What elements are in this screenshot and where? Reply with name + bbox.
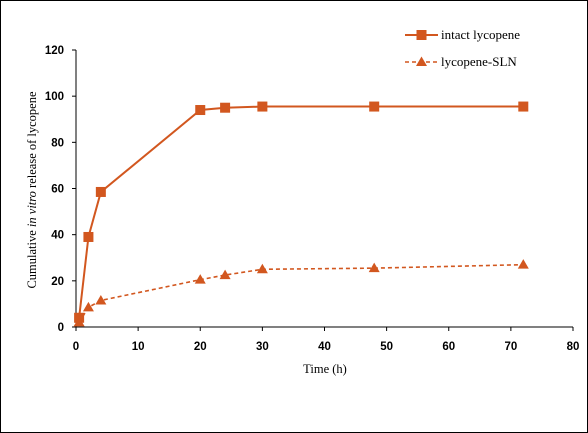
data-point-triangle (73, 316, 85, 327)
legend-label-lycopene-sln: lycopene-SLN (441, 54, 517, 69)
y-tick-label: 120 (45, 45, 64, 57)
x-tick-label: 80 (567, 341, 580, 353)
x-tick-labels: 0 10 20 30 40 50 60 70 80 (73, 341, 580, 353)
x-tick-label: 40 (318, 341, 331, 353)
y-axis-label-part-2: in vitro (25, 191, 39, 227)
y-axis-label-part-1: Cumulative (25, 227, 39, 288)
series-intact-lycopene (74, 101, 529, 323)
legend: intact lycopene lycopene-SLN (405, 27, 520, 69)
legend-marker-triangle (416, 56, 427, 66)
y-tick-label: 20 (51, 276, 64, 288)
data-point-square (195, 105, 206, 116)
x-axis-label: Time (h) (303, 362, 347, 376)
legend-item-lycopene-sln: lycopene-SLN (405, 54, 517, 69)
data-point-square (257, 101, 268, 112)
x-tick-label: 70 (504, 341, 517, 353)
x-tick-label: 20 (194, 341, 207, 353)
legend-item-intact-lycopene: intact lycopene (405, 27, 520, 42)
data-point-square (369, 101, 380, 112)
y-axis-label-part-3: release of lycopene (25, 91, 39, 191)
data-point-triangle (256, 263, 268, 274)
data-point-square (220, 102, 231, 113)
y-tick-label: 60 (51, 184, 64, 196)
data-point-square (83, 231, 94, 242)
data-point-triangle (219, 269, 231, 280)
y-tick-label: 100 (45, 91, 64, 103)
x-tick-label: 50 (380, 341, 393, 353)
data-point-square (518, 101, 529, 112)
x-tick-label: 10 (132, 341, 145, 353)
series-line (78, 263, 524, 323)
data-point-triangle (95, 294, 107, 305)
y-tick-label: 40 (51, 230, 64, 242)
legend-label-intact-lycopene: intact lycopene (441, 27, 520, 42)
y-axis-label: Cumulative in vitro release of lycopene (25, 91, 39, 289)
y-tick-label: 80 (51, 137, 64, 149)
series-lycopene-sln (73, 259, 529, 327)
y-tick-labels: 0 20 40 60 80 100 120 (45, 45, 64, 334)
x-tick-label: 0 (73, 341, 79, 353)
series-line (78, 105, 524, 318)
legend-marker-square (416, 30, 427, 40)
y-tick-label: 0 (58, 322, 64, 334)
data-point-triangle (194, 274, 206, 284)
x-tick-label: 30 (256, 341, 269, 353)
data-point-triangle (517, 259, 529, 269)
data-point-triangle (82, 301, 94, 312)
data-point-triangle (368, 262, 380, 273)
axes (72, 49, 574, 331)
data-point-square (95, 186, 106, 197)
series-layer (73, 101, 529, 327)
x-tick-label: 60 (442, 341, 455, 353)
